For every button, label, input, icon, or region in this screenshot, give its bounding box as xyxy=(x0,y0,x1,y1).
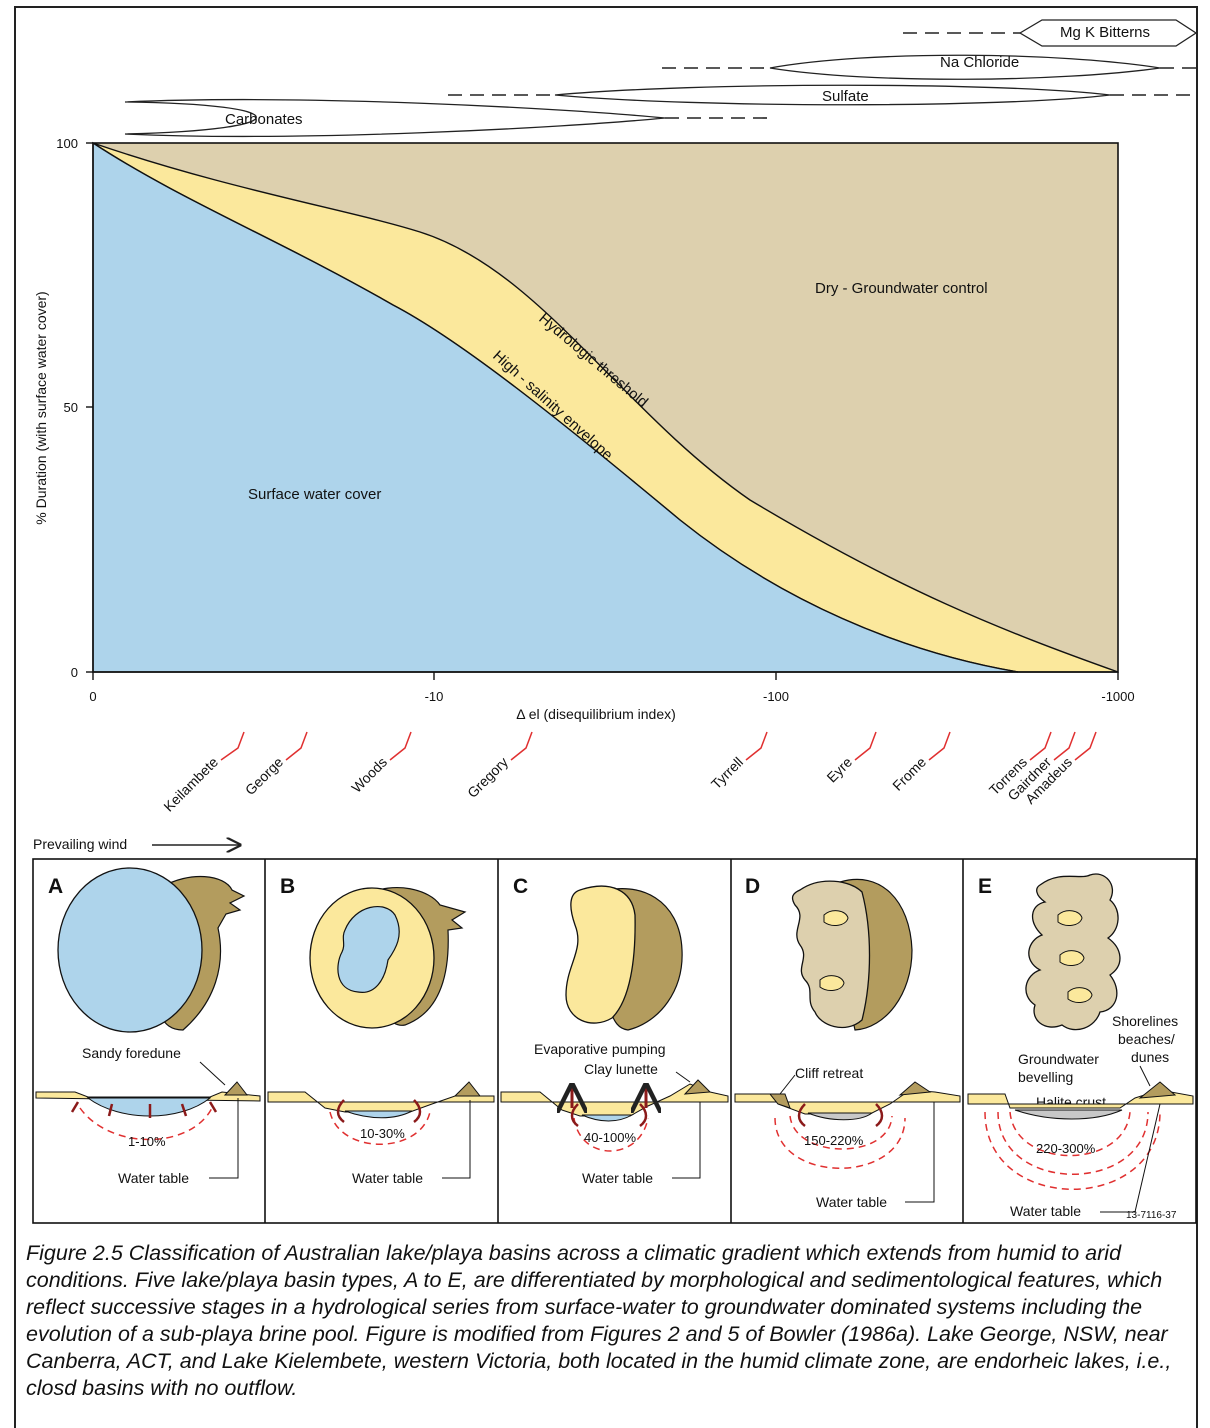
water-table-a: Water table xyxy=(118,1170,189,1186)
water-table-d: Water table xyxy=(816,1194,887,1210)
figure-frame xyxy=(14,6,1198,1428)
lake-name-frome: Frome xyxy=(889,754,929,794)
label-clay-lunette: Clay lunette xyxy=(584,1061,658,1077)
x-tick-minus-10: -10 xyxy=(425,689,444,704)
lake-markers: Keilambete George Woods Gregory Tyrrell … xyxy=(160,731,1097,815)
x-axis-label: Δ el (disequilibrium index) xyxy=(516,706,676,722)
figure-code: 13-7116-37 xyxy=(1126,1210,1177,1221)
panel-e: E Groundwater bevelling Halite crust Sho… xyxy=(967,873,1194,1221)
mineral-label-sulfate: Sulfate xyxy=(822,88,869,105)
range-b: 10-30% xyxy=(360,1126,405,1141)
basin-panels: A Sandy foredune 1-10% Water table B xyxy=(32,858,1197,1224)
range-e: 220-300% xyxy=(1036,1141,1096,1156)
lake-marker-frome: Frome xyxy=(889,731,951,794)
lake-name-tyrrell: Tyrrell xyxy=(708,754,746,792)
mineral-label-carbonates: Carbonates xyxy=(225,111,303,128)
range-d: 150-220% xyxy=(804,1133,864,1148)
lake-marker-eyre: Eyre xyxy=(823,731,877,786)
lake-name-keilambete: Keilambete xyxy=(160,754,221,815)
lake-marker-woods: Woods xyxy=(348,731,412,796)
mineral-label-mg-k-bitterns: Mg K Bitterns xyxy=(1060,24,1150,41)
water-table-c: Water table xyxy=(582,1170,653,1186)
panel-letter-a: A xyxy=(48,875,63,898)
y-axis-label: % Duration (with surface water cover) xyxy=(33,291,49,524)
region-label-surface-water: Surface water cover xyxy=(248,486,381,503)
x-tick-minus-100: -100 xyxy=(763,689,789,704)
panel-letter-e: E xyxy=(978,875,992,898)
prevailing-wind-label: Prevailing wind xyxy=(33,836,127,852)
mineral-lens-carbonates: Carbonates xyxy=(124,98,775,138)
y-tick-50: 50 xyxy=(64,400,78,415)
y-tick-100: 100 xyxy=(56,136,78,151)
label-cliff-retreat: Cliff retreat xyxy=(795,1065,863,1081)
region-label-dry: Dry - Groundwater control xyxy=(815,280,988,297)
panel-letter-d: D xyxy=(745,875,760,898)
label-groundwater: Groundwater xyxy=(1018,1051,1099,1067)
water-table-b: Water table xyxy=(352,1170,423,1186)
panel-letter-c: C xyxy=(513,875,528,898)
y-tick-0: 0 xyxy=(71,665,78,680)
panel-letter-b: B xyxy=(280,875,295,898)
label-sandy-foredune: Sandy foredune xyxy=(82,1045,181,1061)
lake-marker-gregory: Gregory xyxy=(464,731,533,801)
label-shorelines: Shorelines xyxy=(1112,1013,1178,1029)
mineral-label-na-chloride: Na Chloride xyxy=(940,54,1019,71)
mineral-lens-mg-k-bitterns: Mg K Bitterns xyxy=(903,19,1198,47)
lake-name-eyre: Eyre xyxy=(823,754,855,786)
panel-a: A Sandy foredune 1-10% Water table xyxy=(35,867,261,1186)
lake-marker-keilambete: Keilambete xyxy=(160,731,245,815)
label-beaches: beaches/ xyxy=(1118,1031,1175,1047)
label-dunes: dunes xyxy=(1131,1049,1169,1065)
range-c: 40-100% xyxy=(584,1130,636,1145)
lake-marker-tyrrell: Tyrrell xyxy=(708,731,768,792)
lake-marker-george: George xyxy=(242,731,308,798)
mineral-lens-sulfate: Sulfate xyxy=(448,84,1198,106)
lake-name-woods: Woods xyxy=(348,754,390,796)
figure-caption: Figure 2.5 Classification of Australian … xyxy=(26,1241,1172,1400)
surface-water-region xyxy=(92,141,1019,673)
label-bevelling: bevelling xyxy=(1018,1069,1073,1085)
range-a: 1-10% xyxy=(128,1134,166,1149)
panel-d: D Cliff retreat 150-220% Water table xyxy=(734,875,961,1210)
mineral-lens-na-chloride: Na Chloride xyxy=(662,54,1198,80)
label-evaporative-pumping: Evaporative pumping xyxy=(534,1041,666,1057)
x-tick-0: 0 xyxy=(89,689,96,704)
panel-c: C Evaporative pumping Clay lunette 40-10… xyxy=(500,875,729,1186)
main-chart: 100 50 0 0 -10 -100 -1000 Δ el (disequil… xyxy=(33,136,1135,722)
water-table-e: Water table xyxy=(1010,1203,1081,1219)
x-tick-minus-1000: -1000 xyxy=(1101,689,1134,704)
lake-name-gregory: Gregory xyxy=(464,754,511,801)
lake-name-george: George xyxy=(242,754,286,798)
panel-b: B 10-30% Water table xyxy=(267,875,495,1186)
